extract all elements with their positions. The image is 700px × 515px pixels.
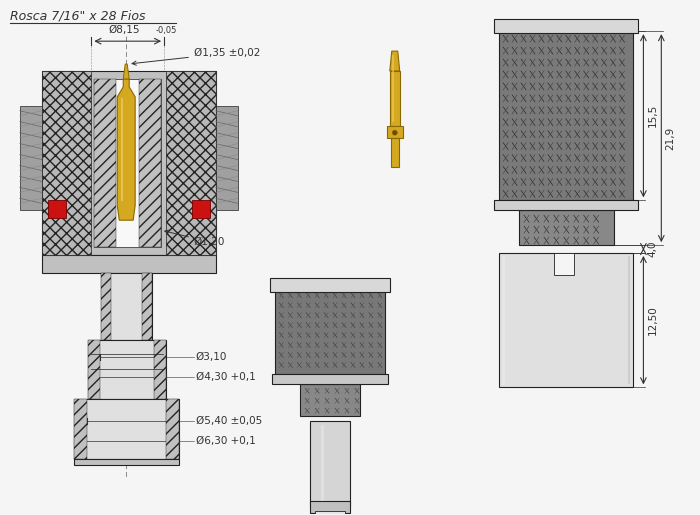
Bar (142, 273, 152, 339)
Bar (48, 200, 66, 218)
Bar (270, 278, 390, 292)
Circle shape (392, 130, 397, 135)
Bar (499, 253, 634, 387)
Bar (139, 79, 161, 247)
Text: 12,50: 12,50 (648, 305, 657, 335)
Bar (94, 79, 161, 247)
Polygon shape (118, 79, 135, 220)
Text: 4,0: 4,0 (648, 241, 657, 258)
Bar (499, 31, 634, 200)
Bar (387, 126, 402, 138)
Bar (554, 253, 574, 275)
Bar (42, 71, 216, 255)
Polygon shape (123, 64, 130, 79)
Text: Ø1,20: Ø1,20 (164, 230, 225, 247)
Text: Ø5,40 ±0,05: Ø5,40 ±0,05 (196, 416, 262, 426)
Bar (310, 501, 350, 512)
Bar (94, 79, 116, 247)
Bar (300, 384, 360, 416)
Text: Ø8,15: Ø8,15 (108, 25, 140, 35)
Bar (74, 459, 179, 465)
Text: Ø6,30 +0,1: Ø6,30 +0,1 (196, 436, 256, 446)
Text: Rosca 7/16" x 28 Fios: Rosca 7/16" x 28 Fios (10, 9, 146, 22)
Bar (42, 255, 216, 273)
Bar (74, 399, 88, 459)
Bar (272, 374, 388, 384)
Bar (166, 71, 216, 255)
Bar (20, 106, 42, 210)
Text: 21,9: 21,9 (665, 127, 676, 150)
Text: -0,05: -0,05 (156, 26, 177, 35)
Bar (315, 511, 345, 515)
Bar (519, 210, 614, 245)
Bar (216, 106, 237, 210)
Bar (494, 200, 638, 210)
Polygon shape (390, 51, 400, 71)
Bar (154, 339, 166, 399)
Bar (102, 273, 152, 339)
Bar (88, 339, 100, 399)
Bar (166, 399, 179, 459)
Bar (310, 421, 350, 506)
Bar (494, 19, 638, 33)
Bar (88, 339, 166, 399)
Bar (74, 399, 179, 459)
Text: Ø4,30 +0,1: Ø4,30 +0,1 (196, 372, 256, 382)
Text: Ø3,10: Ø3,10 (196, 352, 228, 363)
Bar (390, 71, 400, 126)
Bar (42, 71, 92, 255)
Text: Ø1,35 ±0,02: Ø1,35 ±0,02 (132, 48, 260, 65)
Bar (192, 200, 210, 218)
Bar (102, 273, 111, 339)
Bar (391, 138, 399, 167)
Bar (275, 290, 385, 374)
Text: 15,5: 15,5 (648, 104, 657, 127)
